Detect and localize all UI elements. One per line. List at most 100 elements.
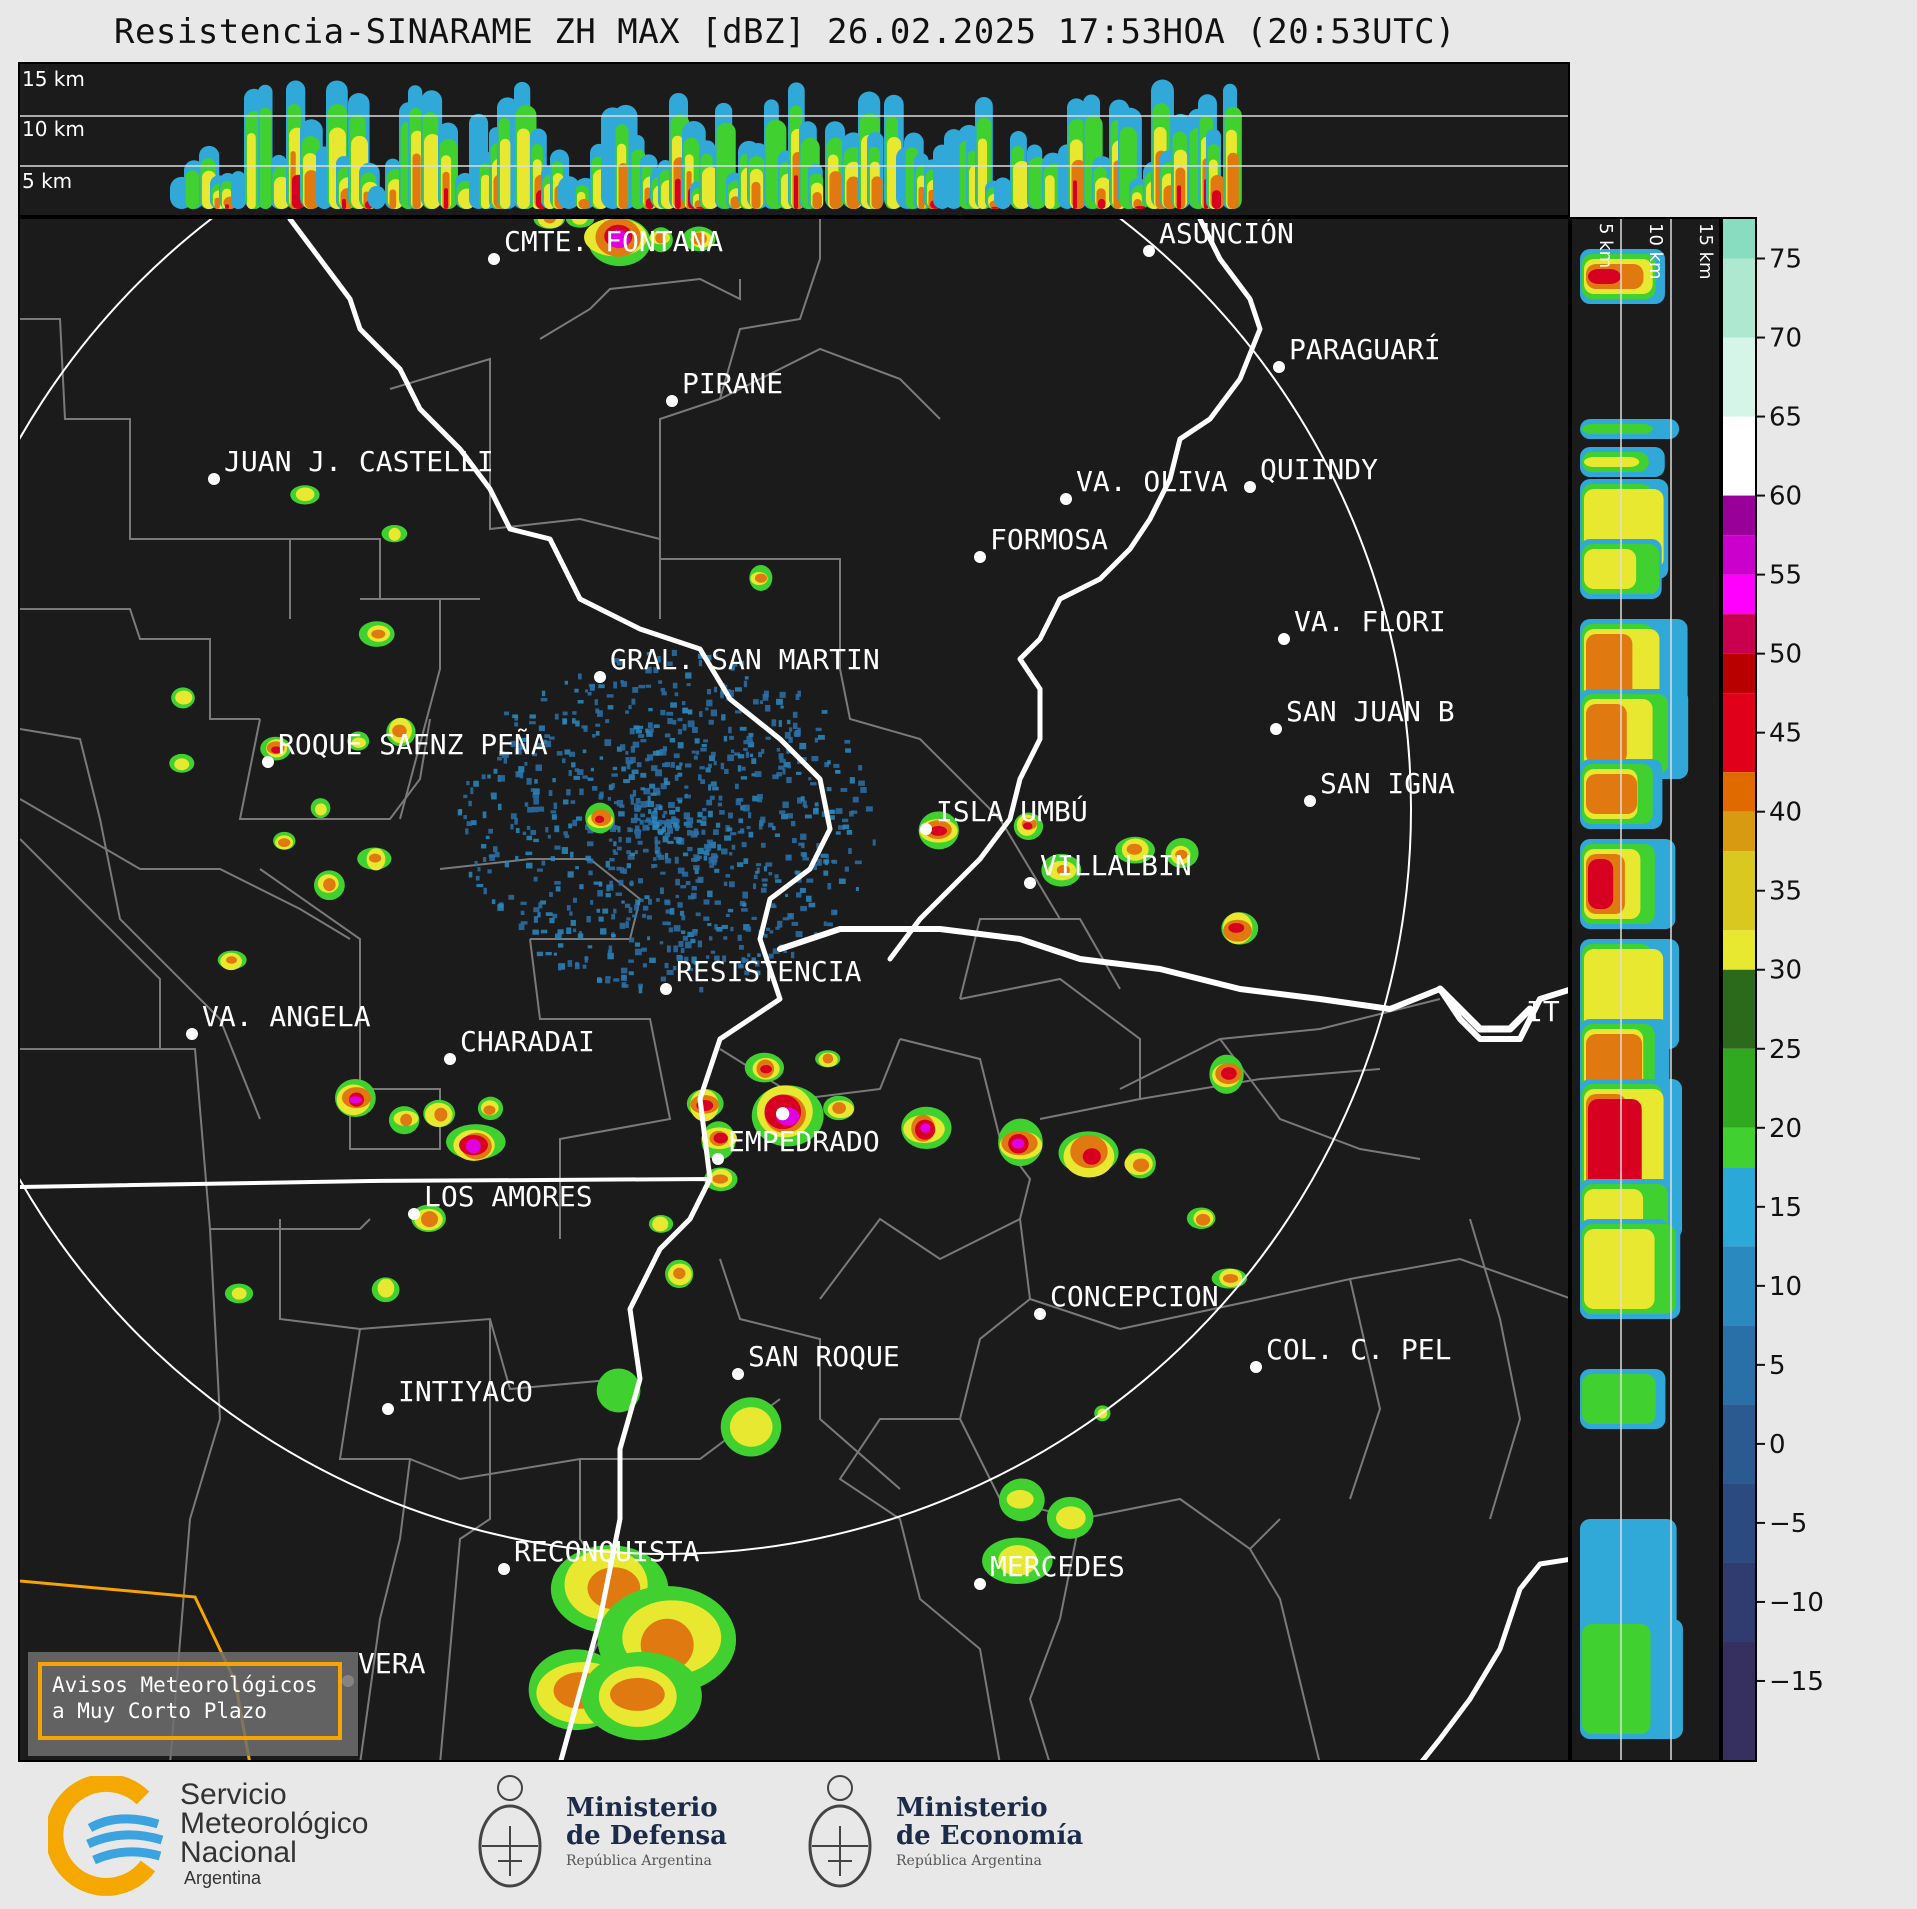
- city-col-c-pellegrini[interactable]: COL. C. PEL: [1250, 1333, 1451, 1373]
- colorbar-band: [1723, 574, 1755, 615]
- city-ituzaingo[interactable]: IT: [1526, 995, 1560, 1028]
- radar-echo: [610, 1677, 665, 1711]
- radar-clutter: [680, 947, 685, 954]
- city-isla-umbu[interactable]: ISLA UMBÚ: [920, 794, 1088, 835]
- radar-clutter: [677, 717, 683, 722]
- radar-clutter: [621, 766, 626, 772]
- colorbar-band: [1723, 653, 1755, 694]
- radar-map-svg[interactable]: CMTE. FONTANA ASUNCIÓN PARAGUARÍ PIRANE …: [20, 219, 1570, 1762]
- radar-clutter: [660, 871, 666, 875]
- radar-clutter: [814, 737, 819, 743]
- radar-clutter: [554, 881, 561, 885]
- radar-echo: [175, 690, 193, 705]
- radar-echo: [1222, 1274, 1239, 1283]
- radar-clutter: [734, 710, 742, 714]
- radar-clutter: [708, 719, 714, 725]
- city-reconquista[interactable]: RECONQUISTA: [498, 1535, 700, 1575]
- city-va-angela[interactable]: VA. ANGELA: [186, 1000, 371, 1040]
- city-cmte-fontana[interactable]: CMTE. FONTANA: [488, 225, 723, 265]
- city-paraguari[interactable]: PARAGUARÍ: [1273, 332, 1441, 373]
- colorbar-band: [1723, 219, 1755, 259]
- radar-echo: [483, 1105, 496, 1115]
- radar-clutter: [685, 881, 691, 886]
- radar-clutter: [795, 931, 803, 938]
- side-label-15km: 15 km: [1695, 223, 1716, 280]
- city-pirane[interactable]: PIRANE: [666, 367, 783, 407]
- radar-clutter: [666, 945, 671, 953]
- city-concepcion[interactable]: CONCEPCION: [1034, 1280, 1219, 1320]
- city-roque-saenz-pena[interactable]: ROQUE SAENZ PEÑA: [262, 727, 548, 768]
- city-san-juan-b[interactable]: SAN JUAN B: [1270, 695, 1455, 735]
- radar-clutter: [792, 711, 798, 718]
- radar-clutter: [595, 723, 601, 727]
- radar-clutter: [739, 660, 745, 666]
- city-va-florida[interactable]: VA. FLORI: [1278, 605, 1446, 645]
- radar-clutter: [519, 771, 524, 779]
- radar-clutter: [609, 880, 613, 888]
- radar-clutter: [552, 913, 558, 919]
- city-quiindy[interactable]: QUIINDY: [1244, 453, 1378, 493]
- city-villalbin[interactable]: VILLALBIN: [1024, 849, 1192, 889]
- radar-map-panel[interactable]: CMTE. FONTANA ASUNCIÓN PARAGUARÍ PIRANE …: [18, 217, 1570, 1762]
- profile-echo: [1588, 269, 1621, 284]
- radar-echo: [1056, 864, 1070, 876]
- radar-clutter: [551, 814, 557, 820]
- radar-clutter: [597, 890, 603, 897]
- radar-echo: [594, 815, 605, 824]
- city-mercedes[interactable]: MERCEDES: [974, 1550, 1125, 1590]
- radar-echo: [652, 1216, 669, 1232]
- radar-clutter: [639, 819, 644, 825]
- city-formosa[interactable]: FORMOSA: [974, 523, 1108, 563]
- radar-clutter: [572, 897, 578, 903]
- radar-clutter: [835, 769, 841, 774]
- warning-line-2: a Muy Corto Plazo: [52, 1699, 267, 1723]
- city-resistencia[interactable]: RESISTENCIA: [660, 955, 862, 995]
- radar-clutter: [751, 773, 757, 777]
- radar-clutter: [691, 750, 696, 754]
- city-san-roque[interactable]: SAN ROQUE: [732, 1340, 900, 1380]
- radar-clutter: [723, 936, 728, 940]
- radar-clutter: [468, 800, 472, 807]
- city-san-ignacio[interactable]: SAN IGNA: [1304, 767, 1455, 807]
- radar-clutter: [630, 817, 638, 824]
- city-va-oliva[interactable]: VA. OLIVA: [1060, 465, 1228, 505]
- radar-clutter: [731, 844, 736, 850]
- city-charadai[interactable]: CHARADAI: [444, 1025, 595, 1065]
- radar-clutter: [572, 819, 578, 827]
- colorbar-tick-label: 25: [1769, 1035, 1802, 1065]
- radar-clutter: [675, 894, 680, 899]
- radar-clutter: [743, 858, 749, 864]
- warning-box[interactable]: Avisos Meteorológicos a Muy Corto Plazo: [28, 1652, 358, 1756]
- top-profile-svg: 15 km 10 km 5 km: [20, 67, 1568, 209]
- radar-clutter: [760, 842, 766, 848]
- city-gral-san-martin[interactable]: GRAL. SAN MARTIN: [594, 643, 880, 683]
- city-juan-j-castelli[interactable]: JUAN J. CASTELLI: [208, 445, 494, 485]
- radar-clutter: [740, 805, 746, 811]
- boundary-line: [1028, 1518, 1081, 1760]
- radar-echo: [760, 1064, 772, 1074]
- radar-clutter: [637, 878, 644, 884]
- radar-clutter: [648, 898, 652, 905]
- radar-clutter: [596, 978, 603, 983]
- city-empedrado[interactable]: EMPEDRADO: [712, 1125, 880, 1165]
- radar-clutter: [684, 941, 692, 949]
- radar-clutter: [686, 817, 694, 824]
- radar-echo: [323, 878, 336, 892]
- radar-clutter: [701, 815, 707, 821]
- city-label: VILLALBIN: [1040, 849, 1192, 882]
- radar-clutter: [715, 822, 721, 828]
- radar-clutter: [730, 664, 735, 671]
- city-label: SAN ROQUE: [748, 1340, 900, 1373]
- radar-clutter: [655, 850, 659, 855]
- city-intiyaco[interactable]: INTIYACO: [382, 1375, 533, 1415]
- colorbar-tick-label: 0: [1769, 1430, 1786, 1460]
- city-los-amores[interactable]: LOS AMORES: [408, 1180, 593, 1220]
- radar-clutter: [613, 978, 620, 982]
- radar-clutter: [829, 815, 835, 820]
- colorbar-tick-label: 30: [1769, 956, 1802, 986]
- radar-clutter: [677, 772, 683, 777]
- city-asuncion[interactable]: ASUNCIÓN: [1143, 219, 1294, 257]
- radar-clutter: [609, 857, 615, 862]
- boundary-line: [279, 1219, 621, 1391]
- radar-echo: [607, 230, 630, 249]
